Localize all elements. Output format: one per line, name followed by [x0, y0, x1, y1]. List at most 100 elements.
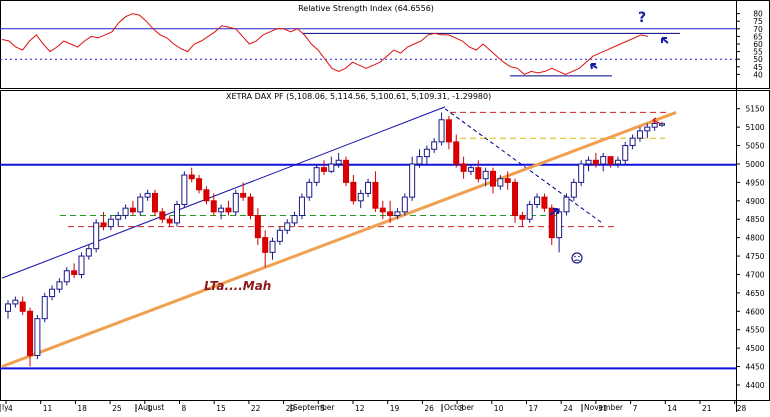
candle-body — [122, 207, 129, 217]
candle-body — [489, 170, 496, 187]
x-tick-label: 22 — [251, 404, 261, 412]
dax-tick-label: 4600 — [745, 307, 764, 316]
candle-body — [548, 207, 555, 239]
candle-body — [34, 318, 41, 356]
dax-tick-label: 4850 — [745, 215, 764, 224]
x-tick-label: 8 — [182, 404, 187, 412]
candle-body — [570, 181, 577, 198]
candle-body — [93, 222, 100, 250]
month-label: August — [138, 403, 164, 412]
candle-body — [328, 163, 335, 172]
candle-body — [313, 167, 320, 183]
candle-body — [636, 130, 643, 139]
x-tick-label: 28 — [737, 404, 747, 412]
candle-body — [291, 215, 298, 224]
month-label: ly — [2, 403, 9, 412]
candle-body — [5, 303, 11, 312]
rsi-tick-label: 45 — [753, 63, 763, 72]
x-tick-label: 21 — [702, 404, 712, 412]
sad-face-mouth — [574, 259, 580, 262]
dax-title: XETRA DAX PF (5,108.06, 5,114.56, 5,100.… — [226, 92, 491, 101]
candle-body — [409, 163, 416, 198]
x-tick-label: 7 — [633, 404, 638, 412]
sad-face-outline — [571, 252, 583, 264]
candle-body — [512, 181, 519, 217]
candle-body — [115, 215, 122, 220]
x-tick-label: 24 — [563, 404, 573, 412]
candle-body — [614, 159, 621, 165]
candle-body — [526, 203, 533, 220]
dax-tick-label: 5000 — [745, 160, 764, 169]
trend-channel-upper — [1, 106, 446, 279]
candle-body — [262, 237, 269, 253]
dax-tick-label: 4700 — [745, 270, 764, 279]
candle-body — [445, 119, 452, 143]
candle-body — [475, 167, 482, 180]
candle-body — [556, 211, 563, 239]
rsi-tick-label: 80 — [753, 10, 763, 19]
dax-tick-label: 4400 — [745, 381, 764, 390]
candle-body — [196, 178, 203, 191]
rsi-title: Relative Strength Index (64.6556) — [298, 4, 434, 13]
x-tick-label: 1 — [147, 404, 152, 412]
candle-body — [225, 207, 232, 213]
downtrend-line — [444, 108, 603, 224]
x-tick-label: 4 — [8, 404, 13, 412]
x-tick-label: 5 — [320, 404, 325, 412]
rsi-tick-label: 50 — [753, 55, 763, 64]
candle-body — [438, 119, 445, 143]
candle-body — [379, 207, 386, 213]
rsi-tick-label: 40 — [753, 70, 763, 79]
candle-body — [467, 167, 474, 172]
dax-tick-label: 4750 — [745, 252, 764, 261]
candle-body — [578, 163, 585, 183]
candle-body — [431, 141, 438, 150]
x-tick-label: 25 — [112, 404, 122, 412]
lta-mah-annotation: LTa....Mah — [204, 279, 271, 293]
candle-body — [210, 200, 217, 213]
candle-body — [284, 222, 291, 231]
candle-body — [534, 196, 541, 205]
candle-body — [151, 192, 158, 213]
x-tick-label: 26 — [424, 404, 434, 412]
candle-body — [247, 196, 254, 217]
candle-body — [181, 174, 188, 205]
rsi-tick-label: 55 — [753, 48, 763, 57]
candle-body — [343, 159, 350, 183]
candle-body — [269, 240, 276, 253]
month-label: November — [584, 403, 624, 412]
candle-body — [659, 123, 665, 126]
candle-body — [174, 203, 181, 224]
candle-body — [563, 196, 570, 213]
rsi-question-annotation: ? — [638, 10, 646, 26]
candle-body — [63, 270, 70, 283]
month-label: September — [293, 403, 335, 412]
candle-body — [27, 310, 34, 356]
candle-body — [607, 156, 614, 165]
rsi-tick-label: 65 — [753, 32, 763, 41]
sad-face-eye — [578, 255, 580, 258]
candle-body — [651, 122, 658, 128]
dax-tick-label: 5050 — [745, 142, 764, 151]
candle-body — [585, 159, 592, 165]
candle-body — [276, 229, 283, 242]
candle-body — [107, 218, 114, 228]
candle-body — [357, 192, 364, 202]
rsi-tick-label: 75 — [753, 17, 763, 26]
rsi-tick-label: 70 — [753, 25, 763, 34]
dax-arrow-icon — [652, 117, 662, 125]
candle-body — [49, 288, 56, 298]
candle-body — [497, 178, 504, 187]
candle-body — [137, 196, 144, 213]
candle-body — [56, 281, 63, 290]
candle-body — [298, 196, 305, 217]
dax-tick-label: 5100 — [745, 123, 764, 132]
dax-tick-label: 4500 — [745, 344, 764, 353]
x-tick-label: 10 — [494, 404, 504, 412]
candle-body — [401, 196, 408, 213]
x-tick-label: 19 — [390, 404, 400, 412]
x-tick-label: 29 — [286, 404, 296, 412]
x-tick-label: 18 — [77, 404, 87, 412]
